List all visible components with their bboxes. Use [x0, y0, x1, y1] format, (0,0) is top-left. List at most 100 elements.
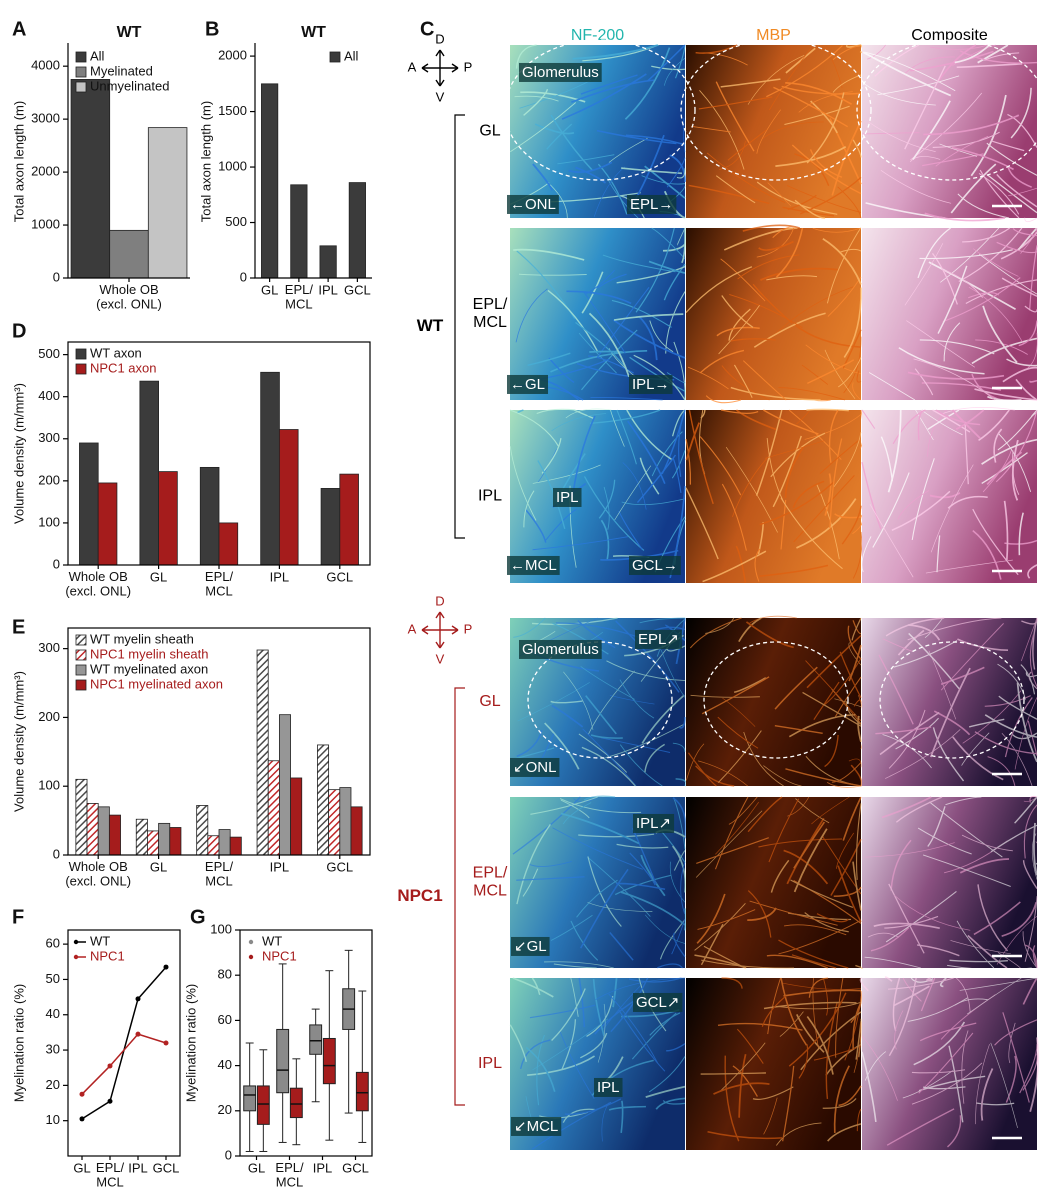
fiber	[984, 52, 1020, 61]
fiber	[728, 308, 751, 341]
fiber	[856, 1108, 862, 1132]
annotation: ↙MCL	[514, 1118, 558, 1135]
fiber	[578, 332, 617, 374]
fiber	[603, 983, 643, 1030]
fiber	[742, 360, 787, 401]
legend-swatch	[248, 954, 254, 960]
annotation: IPL→	[632, 376, 670, 393]
text-line: EPL/	[473, 865, 508, 882]
y-tick-label: 1500	[218, 103, 247, 118]
fiber	[699, 349, 745, 374]
fiber	[606, 660, 686, 682]
fiber	[914, 368, 934, 396]
fiber	[857, 715, 862, 743]
fiber	[551, 413, 607, 432]
fiber	[1019, 1044, 1038, 1094]
fiber	[637, 315, 658, 361]
fiber	[909, 156, 941, 163]
fiber	[968, 286, 1024, 345]
fiber	[1020, 617, 1038, 662]
box	[309, 1024, 323, 1055]
fiber	[774, 724, 823, 735]
fiber	[908, 624, 941, 641]
glomerulus-outline	[879, 641, 1025, 759]
fiber	[890, 839, 912, 891]
fiber	[656, 963, 684, 969]
fiber	[888, 883, 925, 954]
fiber	[1027, 564, 1038, 579]
fiber	[835, 977, 844, 1058]
fiber	[894, 894, 971, 931]
fibers	[688, 44, 865, 219]
fiber	[967, 977, 1022, 1015]
fiber	[579, 1032, 608, 1059]
fiber	[895, 796, 943, 823]
fiber	[990, 824, 1038, 853]
fiber	[512, 977, 554, 998]
fiber	[515, 288, 548, 343]
annotation-bg	[629, 555, 681, 575]
y-tick-label: 80	[218, 967, 232, 982]
point	[163, 1040, 169, 1046]
fiber	[560, 799, 590, 819]
fiber	[912, 100, 951, 160]
fiber	[659, 919, 686, 960]
fiber	[534, 123, 575, 135]
fiber	[624, 47, 671, 120]
text-line: EPL/	[473, 296, 508, 313]
fiber	[649, 1012, 681, 1036]
fiber	[685, 422, 701, 461]
fiber	[783, 924, 847, 936]
fiber	[516, 823, 551, 905]
fiber	[974, 731, 1038, 755]
fiber	[1018, 320, 1038, 347]
fiber	[671, 918, 686, 955]
fiber	[997, 432, 1032, 493]
legend-label: WT myelin sheath	[90, 631, 194, 646]
fiber	[1005, 1055, 1017, 1103]
fiber	[697, 760, 748, 787]
fiber	[720, 1042, 766, 1092]
annotation: ←ONL	[510, 196, 556, 213]
fiber	[700, 923, 724, 966]
fiber	[551, 704, 584, 728]
fiber	[552, 827, 643, 870]
fiber	[972, 248, 1019, 277]
fiber	[942, 269, 984, 298]
bar	[79, 442, 99, 566]
fiber	[1029, 1037, 1040, 1113]
fiber	[721, 365, 770, 401]
fiber	[1007, 167, 1032, 188]
fiber	[525, 509, 547, 543]
fiber	[690, 694, 760, 698]
fiber	[583, 795, 616, 801]
fiber	[981, 452, 1028, 485]
fiber	[618, 510, 643, 550]
fiber	[672, 932, 686, 958]
fiber	[672, 458, 682, 494]
bar	[135, 818, 148, 856]
bar	[207, 835, 220, 856]
fiber	[812, 227, 862, 233]
fiber	[928, 261, 1016, 310]
y-tick-label: 2000	[218, 48, 247, 63]
fibers	[864, 795, 1043, 971]
legend-swatch	[75, 348, 87, 360]
fiber	[1032, 945, 1038, 969]
micrograph	[686, 45, 861, 218]
fiber	[706, 152, 786, 204]
y-axis-label: Total axon length (m)	[11, 101, 26, 222]
fiber	[967, 934, 1008, 969]
fiber	[955, 409, 985, 430]
fiber	[827, 1123, 862, 1142]
fiber	[917, 227, 951, 279]
fiber	[1003, 500, 1009, 561]
fiber	[882, 638, 913, 652]
compass	[421, 611, 459, 649]
fiber	[1020, 664, 1036, 695]
fiber	[918, 1075, 986, 1092]
fiber	[990, 140, 1025, 152]
fiber	[995, 409, 1038, 483]
fiber	[998, 695, 1038, 720]
plot-frame	[67, 627, 371, 856]
